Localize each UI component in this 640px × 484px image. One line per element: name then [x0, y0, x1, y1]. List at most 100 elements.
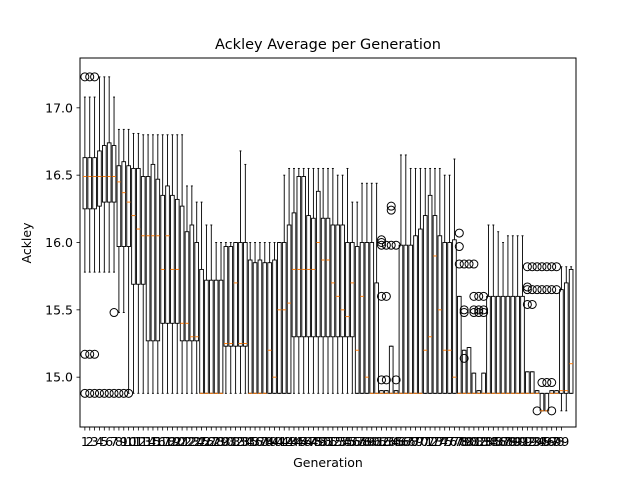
x-tick-label: 98 [549, 434, 565, 449]
box-generation-62 [376, 235, 386, 394]
x-tick-label: 12 [130, 434, 146, 449]
outlier-point [474, 305, 484, 315]
x-tick-label: 61 [369, 434, 385, 449]
box-generation-35 [247, 242, 253, 394]
iqr-box [281, 242, 287, 394]
chart-title: Ackley Average per Generation [215, 37, 441, 53]
box-generation-14 [145, 134, 151, 394]
iqr-box [340, 224, 345, 338]
iqr-box [306, 215, 311, 338]
y-tick-label: 15.0 [45, 370, 73, 385]
box-generation-66 [398, 154, 404, 394]
box-generation-undefined [568, 266, 574, 394]
x-tick-label: 68 [403, 434, 419, 449]
outlier-point [464, 259, 474, 269]
box-generation-11 [131, 132, 136, 394]
x-tick-label: 65 [388, 434, 404, 449]
x-tick-label: 47 [301, 434, 317, 449]
x-tick-label: 18 [160, 434, 176, 449]
x-tick-label: 48 [305, 434, 321, 449]
box-generation-76 [447, 174, 452, 394]
iqr-box [121, 161, 127, 247]
box-generation-21 [179, 134, 185, 394]
x-tick-label: 32 [228, 434, 244, 449]
x-tick-label: 83 [476, 434, 492, 449]
outlier-point [522, 282, 532, 292]
x-tick-label: 22 [179, 434, 195, 449]
outlier-point [85, 349, 95, 359]
iqr-box [150, 163, 156, 342]
iqr-box [92, 157, 97, 210]
iqr-box [315, 190, 321, 338]
x-tick-label: 46 [296, 434, 312, 449]
x-tick-label: 63 [378, 434, 394, 449]
x-tick-label: 60 [364, 434, 380, 449]
outlier-point [386, 240, 396, 250]
box-generation-75 [442, 174, 448, 394]
box-generation-69 [413, 167, 418, 394]
outlier-point [90, 349, 100, 359]
x-tick-label: 6 [105, 434, 113, 449]
box-generation-23 [189, 185, 195, 394]
outlier-point [479, 308, 489, 318]
outlier-point [376, 235, 386, 245]
box-generation-87 [500, 242, 506, 394]
box-generation-24 [194, 201, 200, 394]
iqr-box [140, 176, 146, 285]
iqr-box [427, 194, 433, 394]
x-tick-label: 42 [276, 434, 292, 449]
x-tick-label: 35 [242, 434, 258, 449]
x-tick-label: 81 [466, 434, 482, 449]
iqr-box [155, 178, 161, 342]
iqr-box [165, 185, 170, 324]
outlier-point [527, 299, 537, 309]
box-generation-81 [469, 259, 479, 394]
iqr-box [330, 224, 336, 338]
outlier-point [459, 259, 469, 269]
outlier-point [547, 406, 557, 416]
box-generation-63 [381, 240, 391, 394]
box-generation-7 [109, 96, 119, 398]
iqr-box [184, 231, 190, 342]
iqr-box [447, 242, 452, 394]
box-generation-16 [155, 134, 161, 394]
outlier-point [80, 388, 90, 398]
x-tick-label: 15 [145, 434, 161, 449]
box-generation-88 [505, 235, 511, 394]
iqr-box [559, 289, 564, 394]
iqr-box [345, 242, 350, 338]
iqr-box [97, 150, 102, 207]
outlier-point [391, 375, 401, 385]
iqr-box [422, 215, 428, 394]
box-generation-40 [272, 242, 277, 394]
outlier-point [522, 285, 532, 295]
box-generation-8 [114, 128, 124, 398]
outlier-point [459, 305, 469, 315]
iqr-box [301, 176, 306, 338]
box-generation-26 [204, 224, 209, 394]
outlier-point [542, 262, 552, 272]
outlier-point [459, 353, 469, 363]
x-tick-label: 36 [247, 434, 263, 449]
outlier-point [547, 262, 557, 272]
outlier-point [469, 291, 479, 301]
x-tick-label: 40 [267, 434, 283, 449]
box-generation-72 [427, 167, 433, 394]
x-tick-label: 59 [359, 434, 375, 449]
outlier-point [537, 262, 547, 272]
outlier-point [542, 285, 552, 295]
x-tick-label: 67 [398, 434, 414, 449]
iqr-box [194, 242, 200, 342]
box-generation-80 [464, 259, 474, 394]
x-tick-label: 74 [432, 434, 448, 449]
iqr-box [223, 246, 229, 347]
x-tick-label: 99 [553, 434, 569, 449]
box-generation-6 [104, 76, 114, 398]
x-tick-label: 90 [510, 434, 526, 449]
boxes-layer [80, 72, 574, 416]
x-tick-label: 70 [412, 434, 428, 449]
box-generation-73 [432, 167, 438, 394]
box-generation-91 [520, 235, 525, 394]
outlier-point [537, 285, 547, 295]
outlier-point [85, 72, 95, 82]
